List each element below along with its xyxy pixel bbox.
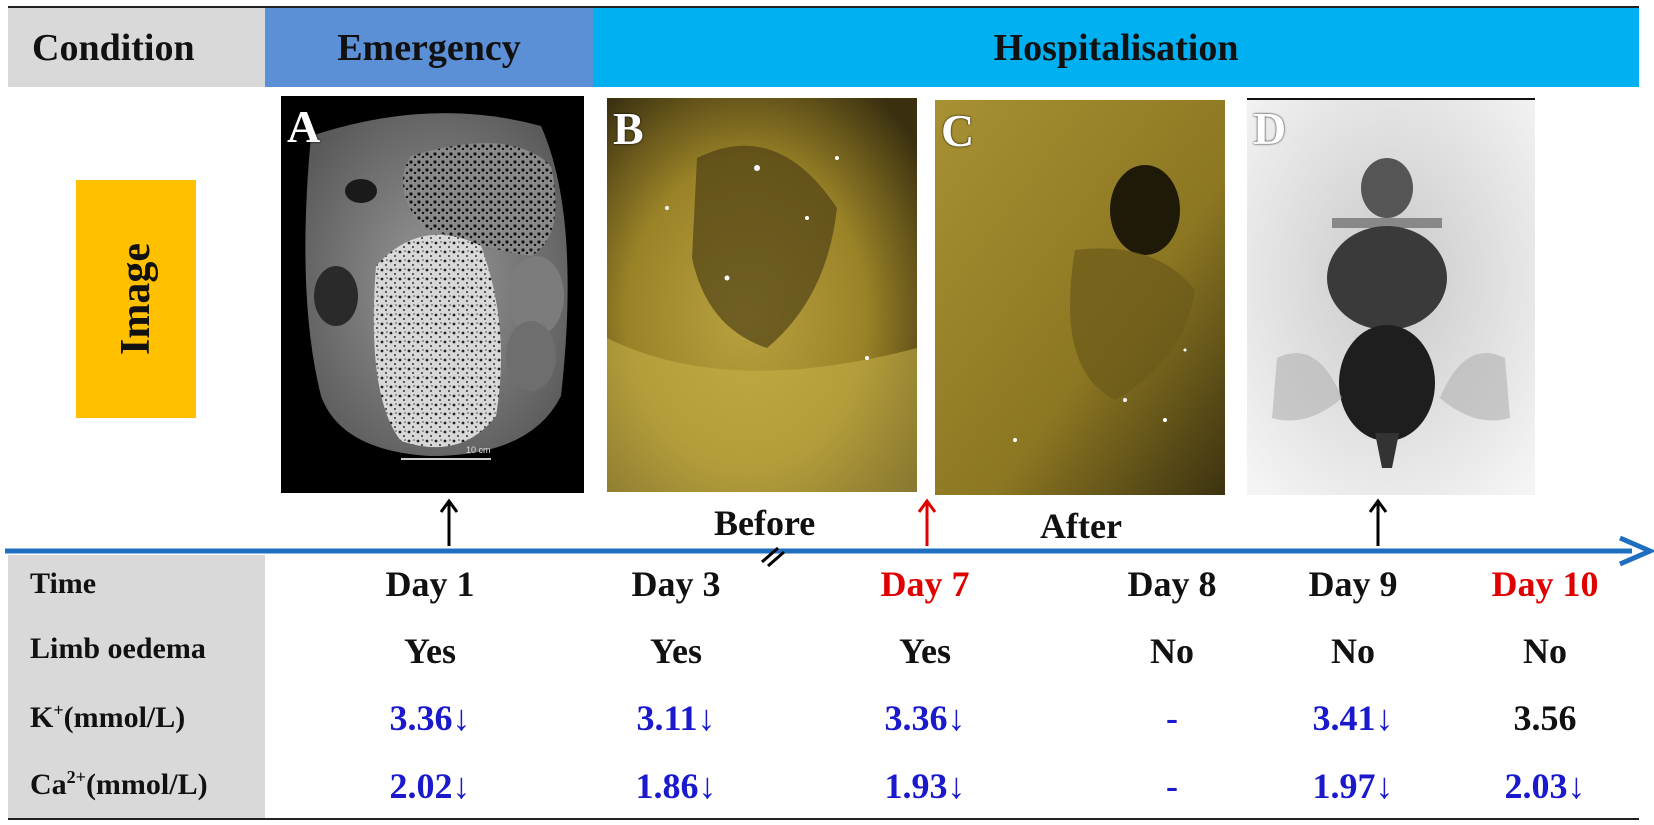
day4-oedema-cell: No [1150, 631, 1194, 671]
contrast-radiograph-image [1247, 98, 1535, 495]
header-hospitalisation: Hospitalisation [593, 8, 1639, 87]
day6-oedema-cell: No [1523, 631, 1567, 671]
row-label-time: Time [30, 567, 97, 600]
day2-k-cell: 3.11↓ [636, 698, 716, 738]
header-emergency: Emergency [265, 8, 593, 87]
day5-k-cell: 3.41↓ [1312, 698, 1394, 738]
day3-k-cell: 3.36↓ [884, 698, 966, 738]
day1-ca-cell: 2.02↓ [389, 766, 471, 806]
endoscopy-before-image [607, 98, 917, 492]
day4-time-cell: Day 8 [1127, 564, 1217, 604]
day1-k-cell: 3.36↓ [389, 698, 471, 738]
arrow-day9 [1368, 498, 1388, 546]
day3-time-cell: Day 7 [880, 564, 970, 604]
ct-scan-image [305, 113, 568, 460]
timeline-arrowhead [1619, 535, 1654, 567]
panel-d-radiograph: D [1247, 98, 1535, 495]
day1-oedema-cell: Yes [404, 631, 456, 671]
day5-ca-cell: 1.97↓ [1312, 766, 1394, 806]
arrow-day7 [917, 498, 937, 546]
row-label-oedema: Limb oedema [30, 632, 206, 665]
top-rule [8, 6, 1639, 8]
panel-b-letter: B [613, 103, 644, 154]
header-condition: Condition [8, 8, 265, 87]
panel-b-endoscopy: B [607, 98, 917, 492]
image-row-label: Image [76, 180, 196, 418]
day3-oedema-cell: Yes [899, 631, 951, 671]
row-label-potassium: K+(mmol/L) [30, 700, 186, 734]
arrow-day1 [439, 498, 459, 546]
image-row-label-text: Image [112, 243, 159, 355]
panel-c-endoscopy: C [935, 100, 1225, 495]
day5-time-cell: Day 9 [1308, 564, 1398, 604]
day2-oedema-cell: Yes [650, 631, 702, 671]
day6-time-cell: Day 10 [1491, 564, 1599, 604]
day2-time-cell: Day 3 [631, 564, 721, 604]
timeline [5, 498, 1654, 568]
day4-k-cell: - [1166, 698, 1178, 738]
day6-ca-cell: 2.03↓ [1504, 766, 1586, 806]
panel-a-letter: A [287, 101, 321, 152]
day3-ca-cell: 1.93↓ [884, 766, 966, 806]
day1-time-cell: Day 1 [385, 564, 475, 604]
panel-d-letter: D [1253, 103, 1287, 154]
timeline-break-mark [761, 546, 785, 568]
day5-oedema-cell: No [1331, 631, 1375, 671]
label-after: After [1040, 506, 1122, 546]
bottom-rule [8, 818, 1639, 820]
day6-k-cell: 3.56 [1513, 698, 1577, 738]
day4-ca-cell: - [1166, 766, 1178, 806]
panel-a-ct-scan: A 10 cm [281, 96, 584, 493]
panel-c-letter: C [941, 105, 975, 156]
day2-ca-cell: 1.86↓ [635, 766, 717, 806]
label-before: Before [714, 503, 816, 543]
endoscopy-after-image [935, 100, 1225, 495]
row-labels-background [8, 555, 265, 818]
panel-a-scale: 10 cm [466, 445, 491, 455]
row-label-calcium: Ca2+(mmol/L) [30, 767, 208, 801]
